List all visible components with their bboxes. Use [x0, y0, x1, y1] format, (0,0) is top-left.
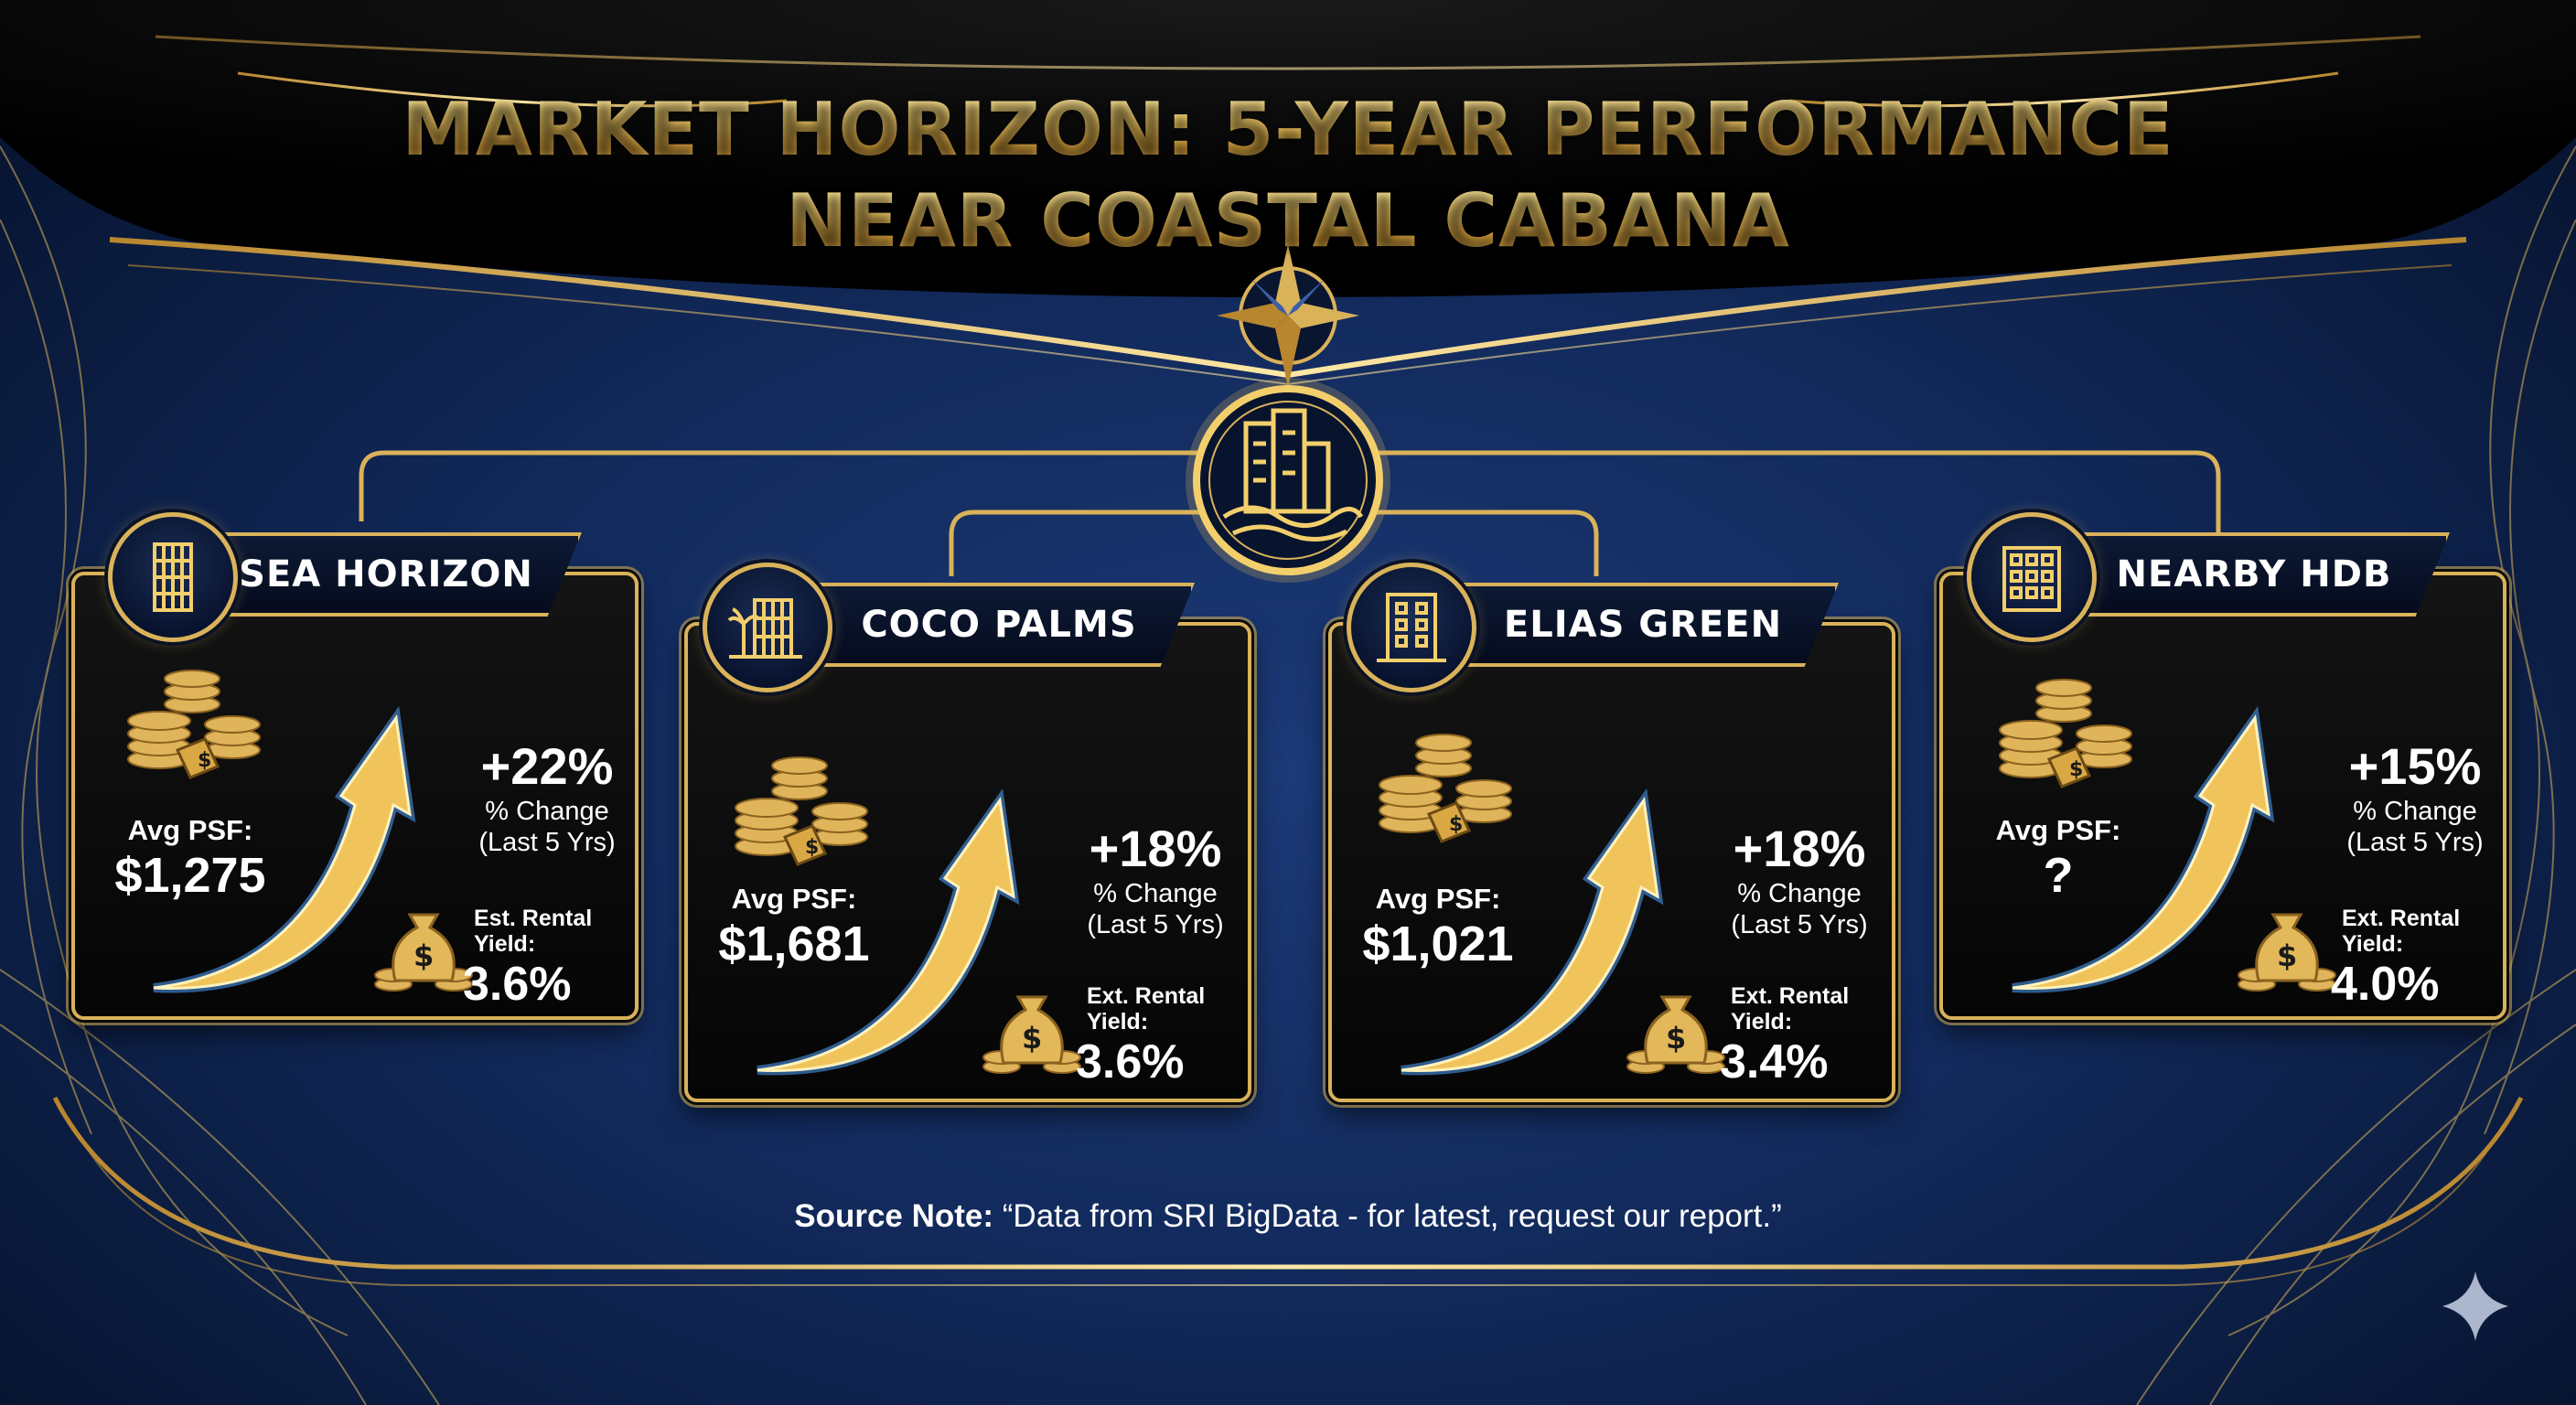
- pct-change-block: +15% % Change (Last 5 Yrs): [2333, 736, 2497, 858]
- yield-value: 4.0%: [2331, 958, 2440, 1011]
- growth-arrow-icon: [153, 705, 416, 993]
- card-elias-green: ELIAS GREEN $ Avg PSF: $1,021 +18% % Cha…: [1328, 563, 1895, 1102]
- avg-psf-label: Avg PSF:: [731, 883, 857, 915]
- avg-psf: Avg PSF: $1,021: [1356, 883, 1520, 972]
- yield-label-line-1: Ext. Rental: [1731, 983, 1850, 1009]
- svg-text:$: $: [2277, 938, 2297, 973]
- growth-arrow-icon: [1401, 788, 1664, 1076]
- title-line-1: MARKET HORIZON: 5-YEAR PERFORMANCE: [0, 84, 2576, 176]
- pct-change-value: +15%: [2348, 737, 2482, 795]
- pct-change-block: +22% % Change (Last 5 Yrs): [465, 736, 629, 858]
- svg-text:$: $: [1449, 813, 1463, 836]
- yield-label-line-1: Ext. Rental: [2342, 906, 2461, 931]
- bottom-frame-line: [52, 1096, 2524, 1270]
- card-label-bar: ELIAS GREEN: [1411, 583, 1839, 667]
- yield-label-line-1: Ext. Rental: [1087, 983, 1206, 1009]
- yield-value: 3.4%: [1720, 1035, 1829, 1089]
- pct-caption-line-2: (Last 5 Yrs): [478, 828, 616, 857]
- avg-psf: Avg PSF: ?: [1976, 814, 2141, 904]
- pct-caption-line-1: % Change: [485, 797, 609, 826]
- coins-tag-icon: $: [1379, 734, 1512, 843]
- card-sea-horizon: SEA HORIZON $ Avg PSF: $1,275 +22% % Cha…: [71, 512, 639, 1020]
- avg-psf-value: $1,021: [1362, 917, 1514, 971]
- yield-label-line-2: Yield:: [474, 931, 536, 957]
- tower-icon: [108, 512, 238, 642]
- avg-psf: Avg PSF: $1,275: [108, 814, 273, 904]
- money-bag-icon: $: [982, 995, 1081, 1074]
- coins-tag-icon: $: [1999, 679, 2132, 788]
- source-note-label: Source Note:: [794, 1198, 994, 1234]
- yield-value: 3.6%: [463, 958, 572, 1011]
- money-bag-icon: $: [374, 913, 473, 992]
- compass-star-icon: [1217, 244, 1359, 387]
- svg-text:$: $: [1666, 1021, 1686, 1056]
- coins-tag-icon: $: [735, 756, 868, 866]
- yield-block: Est. Rental Yield: 3.6%: [463, 906, 611, 1012]
- yield-label-line-2: Yield:: [1731, 1009, 1793, 1035]
- yield-block: Ext. Rental Yield: 3.6%: [1076, 983, 1224, 1089]
- yield-label-line-1: Est. Rental: [474, 906, 593, 931]
- avg-psf-label: Avg PSF:: [1995, 814, 2121, 846]
- sparkle-icon: [2442, 1271, 2508, 1341]
- pct-caption-line-2: (Last 5 Yrs): [2346, 828, 2484, 857]
- svg-text:$: $: [198, 749, 211, 772]
- pct-change-block: +18% % Change (Last 5 Yrs): [1717, 819, 1882, 940]
- source-note: Source Note: “Data from SRI BigData - fo…: [0, 1198, 2576, 1235]
- pct-caption-line-1: % Change: [1093, 879, 1218, 908]
- card-title: NEARBY HDB: [2116, 553, 2392, 595]
- pct-change-value: +18%: [1733, 820, 1866, 877]
- svg-text:$: $: [1022, 1021, 1042, 1056]
- avg-psf-value: $1,681: [718, 917, 870, 971]
- avg-psf: Avg PSF: $1,681: [712, 883, 876, 972]
- yield-label-line-2: Yield:: [1087, 1009, 1149, 1035]
- card-title: ELIAS GREEN: [1503, 604, 1783, 646]
- yield-block: Ext. Rental Yield: 4.0%: [2331, 906, 2479, 1012]
- svg-text:$: $: [805, 836, 819, 859]
- hdb-block-icon: [1967, 512, 2097, 642]
- pct-caption-line-1: % Change: [1737, 879, 1862, 908]
- yield-value: 3.6%: [1076, 1035, 1185, 1089]
- pct-caption-line-1: % Change: [2353, 797, 2477, 826]
- svg-text:$: $: [2069, 758, 2083, 781]
- card-coco-palms: COCO PALMS $ Avg PSF: $1,681 +18% % Chan…: [684, 563, 1251, 1102]
- card-title: SEA HORIZON: [239, 553, 533, 595]
- building-waves-icon: [1186, 378, 1390, 583]
- card-label-bar: NEARBY HDB: [2022, 532, 2450, 617]
- top-arch: [0, 0, 2576, 297]
- yield-label-line-2: Yield:: [2342, 931, 2404, 957]
- card-label-bar: COCO PALMS: [767, 583, 1195, 667]
- pct-change-value: +22%: [480, 737, 614, 795]
- growth-arrow-icon: [2012, 705, 2275, 993]
- avg-psf-value: ?: [2043, 848, 2074, 903]
- page-title: MARKET HORIZON: 5-YEAR PERFORMANCE NEAR …: [0, 84, 2576, 267]
- avg-psf-label: Avg PSF:: [127, 814, 253, 846]
- card-title: COCO PALMS: [861, 604, 1137, 646]
- pct-change-block: +18% % Change (Last 5 Yrs): [1073, 819, 1238, 940]
- growth-arrow-icon: [757, 788, 1020, 1076]
- palm-building-icon: [703, 563, 832, 692]
- avg-psf-value: $1,275: [114, 848, 266, 903]
- pct-caption-line-2: (Last 5 Yrs): [1731, 910, 1868, 939]
- card-nearby-hdb: NEARBY HDB $ Avg PSF: ? +15% % Change (L…: [1939, 512, 2506, 1020]
- apartment-icon: [1347, 563, 1476, 692]
- money-bag-icon: $: [2238, 913, 2336, 992]
- title-line-2: NEAR COASTAL CABANA: [0, 176, 2576, 267]
- svg-text:$: $: [413, 938, 434, 973]
- pct-caption-line-2: (Last 5 Yrs): [1087, 910, 1224, 939]
- pct-change-value: +18%: [1089, 820, 1222, 877]
- source-note-text: “Data from SRI BigData - for latest, req…: [1002, 1198, 1782, 1234]
- money-bag-icon: $: [1626, 995, 1725, 1074]
- coins-tag-icon: $: [127, 670, 261, 779]
- yield-block: Ext. Rental Yield: 3.4%: [1720, 983, 1868, 1089]
- avg-psf-label: Avg PSF:: [1375, 883, 1501, 915]
